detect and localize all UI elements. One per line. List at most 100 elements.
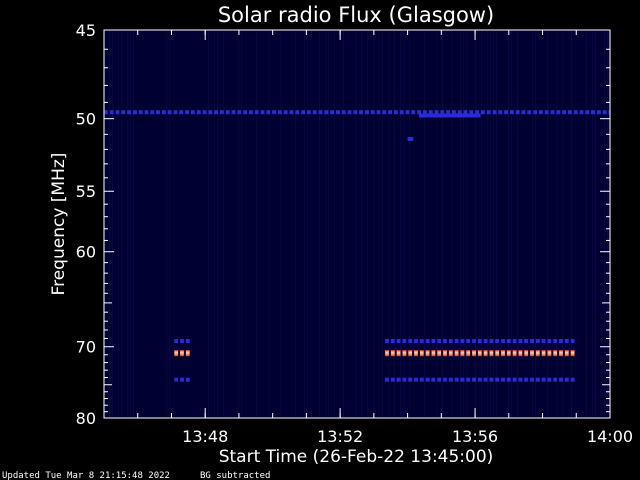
emission-segment xyxy=(121,110,126,115)
emission-segment xyxy=(457,110,462,115)
background-streak xyxy=(169,31,171,417)
emission-segment xyxy=(419,377,424,382)
emission-segment xyxy=(570,377,575,382)
background-streak xyxy=(487,31,489,417)
background-streak xyxy=(214,31,216,417)
emission-segment xyxy=(402,350,407,357)
emission-segment xyxy=(527,110,532,115)
background-streak xyxy=(343,31,345,417)
emission-segment xyxy=(518,377,523,382)
emission-segment xyxy=(510,110,514,115)
emission-segment xyxy=(460,377,465,382)
emission-segment xyxy=(477,350,482,357)
emission-segment xyxy=(365,110,369,115)
background-streak xyxy=(571,31,573,417)
emission-segment xyxy=(506,377,511,382)
emission-segment xyxy=(530,350,534,357)
emission-segment xyxy=(225,110,230,115)
emission-segment xyxy=(385,350,389,357)
emission-segment xyxy=(185,339,190,343)
background-streak xyxy=(460,31,462,417)
emission-segment xyxy=(524,350,529,357)
emission-segment xyxy=(289,110,294,115)
background-streak xyxy=(607,31,609,417)
emission-segment xyxy=(312,110,317,115)
background-streak xyxy=(562,31,564,417)
emission-segment xyxy=(489,339,494,343)
emission-segment xyxy=(483,339,488,343)
emission-segment xyxy=(272,110,276,115)
emission-segment xyxy=(515,110,520,115)
emission-segment xyxy=(530,339,534,343)
emission-segment xyxy=(483,377,488,382)
emission-segment xyxy=(388,110,392,115)
background-streak xyxy=(409,31,411,417)
emission-segment xyxy=(448,350,453,357)
footer-bg-note: BG subtracted xyxy=(200,471,270,480)
emission-segment xyxy=(492,110,497,115)
emission-segment xyxy=(585,110,590,115)
y-tick-label: 80 xyxy=(76,409,96,428)
background-streak xyxy=(547,31,549,417)
background-streak xyxy=(436,31,438,417)
emission-segment xyxy=(237,110,242,115)
background-streak xyxy=(403,31,405,417)
emission-segment xyxy=(417,110,421,115)
background-streak xyxy=(508,31,510,417)
emission-segment xyxy=(506,350,511,357)
emission-segment xyxy=(249,110,253,115)
emission-segment xyxy=(498,110,503,115)
background-streak xyxy=(466,31,468,417)
emission-segment xyxy=(431,377,436,382)
emission-segment xyxy=(501,350,505,357)
emission-segment xyxy=(405,110,410,115)
emission-segment xyxy=(454,377,459,382)
emission-segment xyxy=(162,110,166,115)
background-streak xyxy=(367,31,369,417)
emission-segment xyxy=(541,350,546,357)
emission-segment xyxy=(466,339,471,343)
y-tick-label: 60 xyxy=(76,243,96,262)
emission-segment xyxy=(231,110,236,115)
emission-segment xyxy=(208,110,213,115)
y-tick-label: 45 xyxy=(76,21,96,40)
emission-segment xyxy=(419,350,424,357)
background-streak xyxy=(208,31,210,417)
emission-segment xyxy=(443,339,447,343)
x-tick-label: 14:00 xyxy=(587,427,633,446)
emission-band xyxy=(418,113,481,118)
emission-segment xyxy=(559,339,563,343)
emission-segment xyxy=(179,110,184,115)
emission-segment xyxy=(539,110,543,115)
emission-segment xyxy=(399,110,404,115)
emission-segment xyxy=(260,110,265,115)
background-streak xyxy=(268,31,270,417)
emission-segment xyxy=(489,377,494,382)
emission-segment xyxy=(173,110,178,115)
emission-segment xyxy=(150,110,155,115)
emission-segment xyxy=(266,110,271,115)
emission-segment xyxy=(547,339,552,343)
emission-segment xyxy=(191,110,195,115)
emission-segment xyxy=(408,377,413,382)
background-streak xyxy=(295,31,297,417)
emission-segment xyxy=(394,110,398,115)
background-streak xyxy=(424,31,426,417)
x-axis-label: Start Time (26-Feb-22 13:45:00) xyxy=(219,447,494,467)
background-streak xyxy=(133,31,135,417)
background-streak xyxy=(400,31,402,417)
y-tick-label: 50 xyxy=(76,110,96,129)
emission-segment xyxy=(425,339,430,343)
emission-segment xyxy=(431,339,436,343)
emission-segment xyxy=(454,339,459,343)
background-streak xyxy=(490,31,492,417)
background-streak xyxy=(241,31,243,417)
emission-segment xyxy=(180,350,184,357)
emission-segment xyxy=(425,350,430,357)
emission-segment xyxy=(472,350,476,357)
emission-segment xyxy=(115,110,120,115)
emission-segment xyxy=(443,350,447,357)
emission-segment xyxy=(156,110,160,115)
background-streak xyxy=(328,31,330,417)
